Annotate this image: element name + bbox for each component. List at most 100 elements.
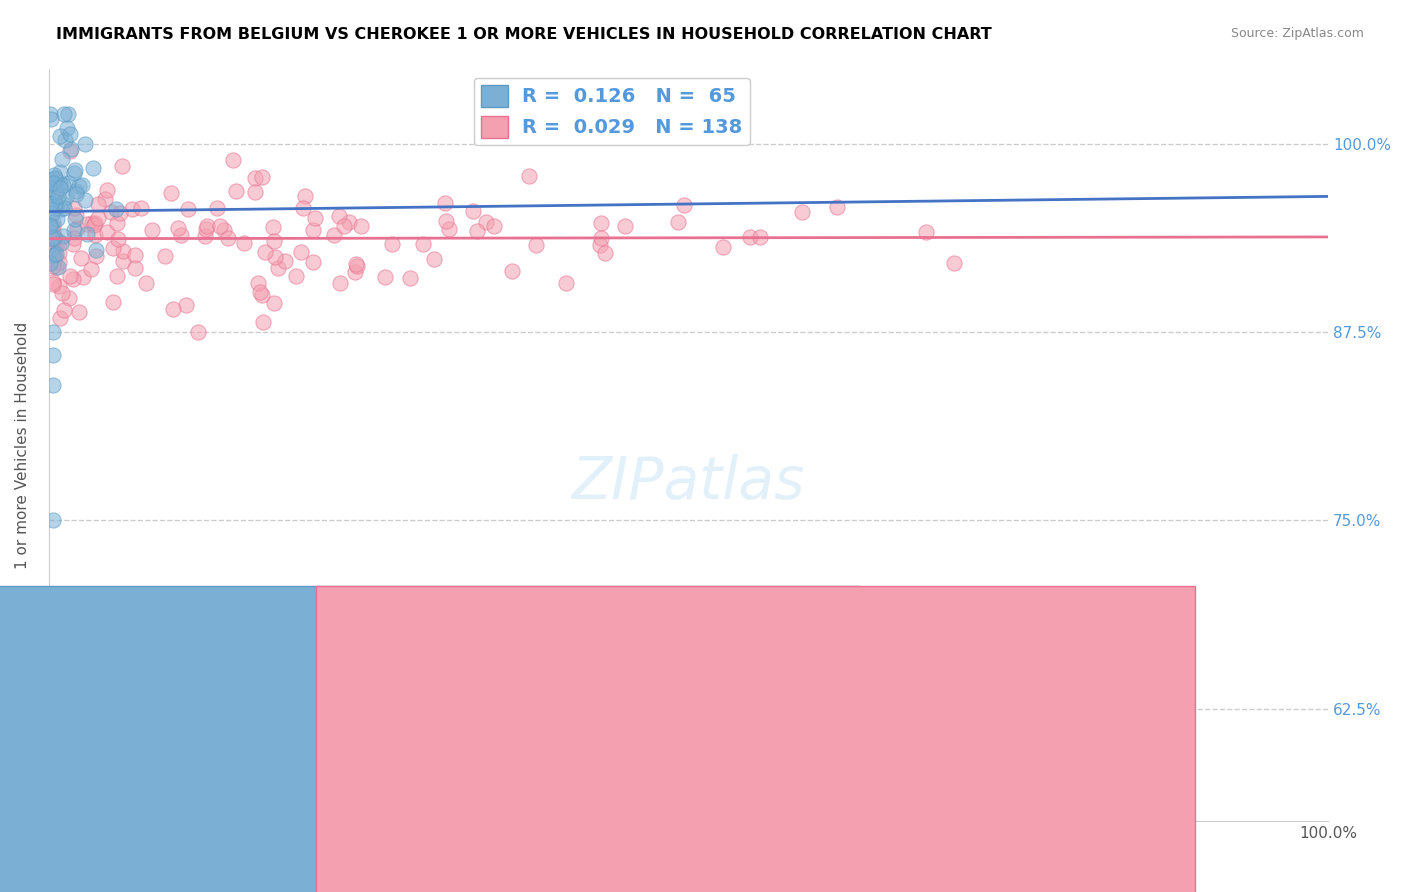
Point [46,188,69,202]
Point [329,276,352,290]
Point [44,202,66,216]
Point [232,235,254,250]
Y-axis label: 1 or more Vehicles in Household: 1 or more Vehicles in Household [15,321,30,568]
Point [264,250,287,264]
Text: Cherokee: Cherokee [807,859,880,874]
Point [328,209,350,223]
Point [52,178,75,193]
Point [474,214,496,228]
Point [263,234,285,248]
Point [711,239,734,253]
Point [250,170,273,185]
Point [41,231,63,245]
Point [39,180,62,194]
Point [825,200,848,214]
Point [666,214,689,228]
Point [174,298,197,312]
Point [63,211,86,226]
Point [107,269,129,284]
Point [42,232,65,246]
Point [344,257,367,271]
Point [246,276,269,290]
Point [63,223,86,237]
Point [84,249,107,263]
Point [243,171,266,186]
Point [67,305,90,319]
Point [41,231,63,245]
Point [55,190,77,204]
Point [209,219,232,233]
Point [162,301,184,316]
Point [292,201,315,215]
Point [412,236,434,251]
Point [49,177,72,191]
Point [218,231,240,245]
Point [290,244,312,259]
Point [49,164,72,178]
Point [344,265,367,279]
Point [107,216,129,230]
Point [135,276,157,290]
Point [205,201,228,215]
Point [48,254,70,268]
Point [52,196,75,211]
Point [66,220,89,235]
Point [337,215,360,229]
Point [59,145,82,159]
Point [177,202,200,216]
Point [63,163,86,178]
Point [249,285,271,300]
Point [59,142,82,156]
Point [87,196,110,211]
Point [87,211,110,225]
Point [63,165,86,179]
Point [160,186,183,200]
Point [41,215,63,229]
Point [107,232,129,246]
Point [45,260,67,274]
Point [374,269,396,284]
Point [41,171,63,186]
Point [252,315,274,329]
Point [595,246,617,260]
Point [254,244,277,259]
Point [194,229,217,244]
Point [792,205,814,219]
Point [333,219,356,233]
Point [613,219,636,233]
Point [381,237,404,252]
Point [44,170,66,185]
Point [41,377,63,392]
Point [263,296,285,310]
Point [56,106,79,120]
Point [45,185,67,199]
Point [49,181,72,195]
Legend: R =  0.126   N =  65, R =  0.029   N = 138: R = 0.126 N = 65, R = 0.029 N = 138 [474,78,749,145]
Point [80,262,103,277]
Point [49,310,72,325]
Point [195,219,218,233]
Point [49,202,72,217]
Point [423,252,446,266]
Point [45,236,67,251]
Point [41,275,63,289]
Point [49,128,72,143]
Point [46,260,69,274]
Point [110,159,132,173]
Point [58,177,80,191]
Point [350,219,373,233]
Point [41,248,63,262]
Point [70,251,93,265]
Point [124,260,146,275]
Point [39,178,62,192]
Point [51,153,73,167]
Point [243,186,266,200]
Point [94,192,117,206]
Point [554,276,576,290]
Point [45,247,67,261]
Point [39,106,62,120]
Point [187,325,209,339]
Point [524,237,547,252]
Point [45,234,67,248]
Point [589,238,612,252]
